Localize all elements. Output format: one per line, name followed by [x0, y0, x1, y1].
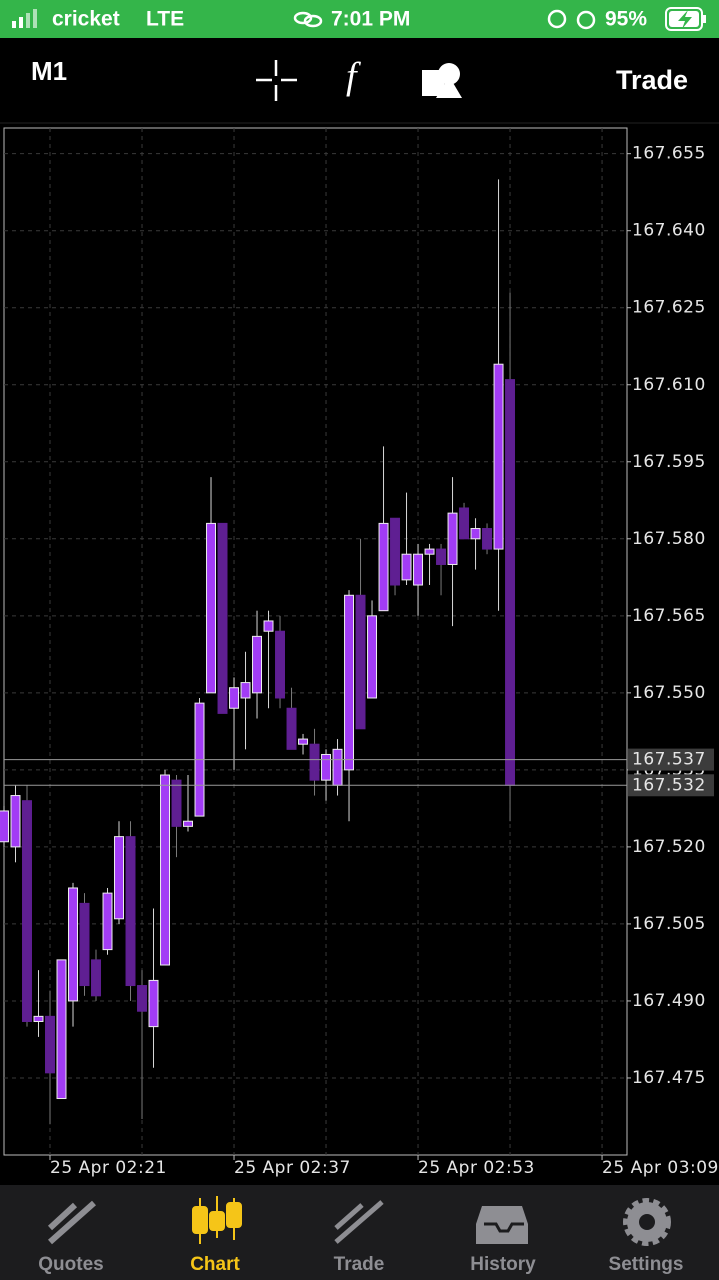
- candle-body: [45, 1015, 55, 1074]
- link-icon: [293, 11, 323, 28]
- candle-body: [252, 635, 263, 694]
- candle-body: [482, 528, 493, 550]
- candle-body: [470, 528, 481, 540]
- battery-icon: [665, 7, 706, 31]
- ask-label: 167.537: [632, 750, 706, 770]
- candle-body: [22, 800, 32, 1022]
- y-tick-label: 167.655: [632, 144, 706, 164]
- ask-label-box: [628, 748, 714, 771]
- candle-body: [459, 507, 470, 540]
- candle-body: [171, 779, 182, 827]
- candle-body: [355, 594, 366, 730]
- candle-body: [206, 522, 217, 694]
- x-tick-label: 25 Apr 02:37: [234, 1158, 351, 1178]
- timeframe-button[interactable]: M1: [31, 56, 67, 86]
- bid-label: 167.532: [632, 775, 706, 795]
- candle-body: [344, 594, 355, 771]
- y-tick-label: 167.505: [632, 914, 706, 934]
- candle-body: [10, 795, 21, 848]
- candle-body: [114, 836, 124, 920]
- candle-body: [298, 738, 309, 745]
- candle-body: [413, 553, 424, 586]
- candle-body: [160, 774, 170, 966]
- tab-label[interactable]: Quotes: [38, 1254, 103, 1275]
- candle-body: [309, 743, 320, 781]
- candle-body: [424, 548, 435, 555]
- y-tick-label: 167.625: [632, 298, 706, 318]
- candle-body: [240, 682, 251, 699]
- alarm-icons: [547, 9, 596, 30]
- candle-body: [183, 820, 193, 827]
- tab-labels: Quotes Chart Trade History Settings: [38, 1254, 683, 1275]
- trade-button[interactable]: Trade: [616, 65, 688, 95]
- candle-body: [137, 985, 147, 1012]
- trade-icon: [334, 1200, 384, 1244]
- candle-body: [263, 620, 274, 632]
- tab-label[interactable]: Chart: [190, 1254, 240, 1275]
- candle-body: [56, 959, 67, 1100]
- x-tick-label: 25 Apr 02:53: [418, 1158, 535, 1178]
- battery-percent: 95%: [605, 8, 647, 31]
- candle-body: [493, 363, 504, 550]
- candle-body: [390, 517, 401, 586]
- y-tick-label: 167.640: [632, 221, 706, 241]
- candle-body: [505, 379, 516, 786]
- y-tick-label: 167.610: [632, 375, 706, 395]
- clock: 7:01 PM: [331, 8, 410, 31]
- candle-body: [378, 522, 389, 612]
- y-tick-label: 167.565: [632, 606, 706, 626]
- candle-body: [91, 959, 101, 997]
- candle-body: [367, 615, 378, 699]
- tab-label[interactable]: Settings: [609, 1254, 684, 1275]
- candle-body: [436, 548, 447, 565]
- y-tick-label: 167.580: [632, 529, 706, 549]
- plot-frame: [3, 127, 628, 1156]
- candle-body: [229, 687, 240, 709]
- candle-body: [286, 707, 297, 750]
- candle-body: [275, 630, 286, 699]
- candle-body: [332, 748, 343, 786]
- chart-icon: [192, 1196, 242, 1244]
- candle-body: [401, 553, 412, 581]
- candle-body: [321, 753, 332, 781]
- y-tick-label: 167.520: [632, 837, 706, 857]
- candle-body: [33, 1015, 44, 1022]
- bid-label-box: [628, 774, 714, 797]
- signal-icon: [12, 9, 37, 28]
- network: LTE: [146, 8, 184, 31]
- x-tick-label: 25 Apr 03:09: [602, 1158, 719, 1178]
- y-tick-label: 167.490: [632, 991, 706, 1011]
- y-tick-label: 167.595: [632, 452, 706, 472]
- candle-body: [102, 892, 113, 951]
- crosshair-button[interactable]: [256, 60, 297, 101]
- tab-label[interactable]: History: [470, 1254, 536, 1275]
- carrier: cricket: [52, 8, 120, 31]
- status-bar: [0, 0, 719, 38]
- tab-bar: [0, 1185, 719, 1280]
- objects-button[interactable]: [422, 63, 462, 98]
- candle-body: [148, 979, 159, 1028]
- settings-icon: [623, 1198, 671, 1246]
- candle-body: [217, 522, 228, 714]
- y-tick-label: 167.550: [632, 683, 706, 703]
- y-tick-label: 167.475: [632, 1068, 706, 1088]
- quotes-icon: [47, 1200, 96, 1245]
- candle-body: [447, 512, 458, 565]
- history-icon: [476, 1206, 528, 1244]
- x-tick-label: 25 Apr 02:21: [50, 1158, 167, 1178]
- candle-body: [125, 836, 136, 987]
- candle-body: [0, 810, 9, 843]
- candle-body: [68, 887, 78, 1002]
- chart: 167.655 167.640 167.625 167.610 167.595 167.5…: [0, 127, 719, 1178]
- indicators-button[interactable]: f: [346, 56, 361, 98]
- tab-label[interactable]: Trade: [334, 1254, 385, 1275]
- candle-body: [79, 902, 90, 987]
